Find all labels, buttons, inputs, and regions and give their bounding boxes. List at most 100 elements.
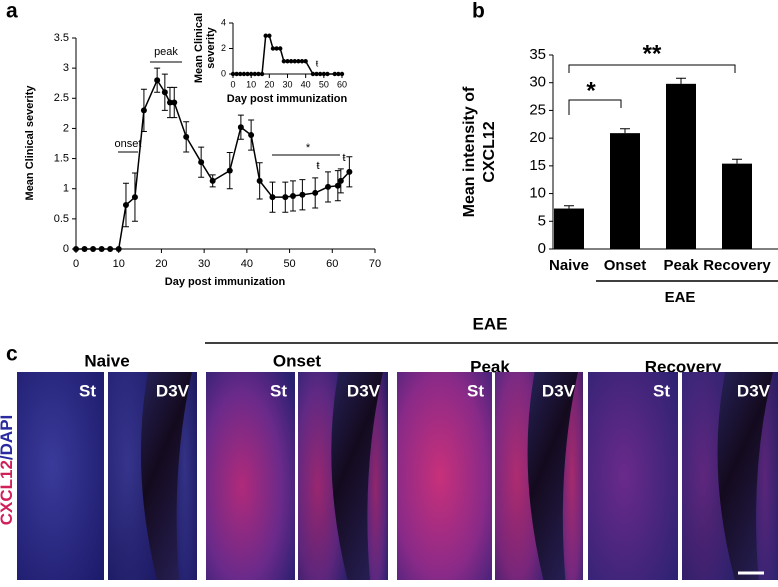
error-bar	[732, 158, 742, 164]
marker	[209, 177, 216, 184]
bar	[554, 208, 584, 249]
marker	[90, 246, 97, 252]
tissue	[562, 372, 583, 580]
bar	[610, 133, 640, 249]
annotation: *	[306, 142, 311, 154]
image-tiles: Naive St D3V Onset St D3V Peak St D3V Recovery St D…	[17, 351, 778, 580]
y-tick-label: 4	[221, 17, 226, 27]
significance-bracket	[568, 64, 736, 115]
group-name: Recovery	[645, 357, 722, 376]
x-tick-label: 60	[326, 258, 338, 270]
x-tick-label: 0	[230, 79, 235, 89]
y-tick-label: 5	[538, 212, 546, 229]
bar	[722, 163, 752, 249]
inset-y-label: Mean Clinicalseverity	[193, 13, 217, 83]
x-tick-label: Peak	[663, 257, 699, 274]
marker	[270, 46, 276, 51]
x-tick-label: 20	[155, 258, 167, 270]
marker	[282, 194, 289, 201]
marker	[292, 59, 297, 64]
y-tick-label: 35	[529, 46, 546, 63]
marker	[274, 46, 279, 51]
tile-label: D3V	[737, 381, 771, 400]
y-axis-label-line: CXCL12	[481, 121, 498, 182]
marker	[312, 189, 319, 196]
group-label: EAE	[665, 289, 696, 306]
marker	[115, 246, 122, 252]
y-axis-label: Mean intensity of CXCL12	[461, 86, 498, 217]
tissue	[298, 372, 348, 580]
x-tick-label: 30	[198, 258, 210, 270]
marker	[346, 168, 353, 175]
panel-label: a	[6, 0, 18, 23]
marker	[245, 71, 250, 77]
marker	[337, 177, 344, 184]
tile-label: St	[467, 381, 484, 400]
y-tick-label: 1.5	[54, 152, 69, 164]
marker	[171, 99, 178, 106]
tissue	[108, 372, 157, 580]
error-bar	[676, 77, 686, 84]
x-tick-label: 20	[264, 79, 274, 89]
tissue	[495, 372, 544, 580]
micrograph	[588, 372, 678, 580]
x-tick-label: 40	[301, 79, 311, 89]
inset-y-label-line: severity	[205, 26, 217, 68]
marker	[321, 71, 327, 77]
tile-label: D3V	[347, 381, 381, 400]
marker	[166, 99, 173, 106]
marker	[131, 194, 138, 201]
marker	[234, 71, 239, 77]
marker	[303, 59, 308, 64]
y-tick-label: 30	[529, 74, 546, 91]
panel-label: b	[472, 0, 485, 23]
inset-y-label-line: Mean Clinical	[193, 13, 205, 83]
tile-label: D3V	[542, 381, 576, 400]
marker	[325, 183, 332, 190]
x-tick-label: Onset	[604, 257, 647, 274]
x-tick-label: Naive	[549, 257, 589, 274]
tile-label: St	[79, 381, 96, 400]
y-tick-label: 3.5	[54, 32, 69, 44]
tile-label: D3V	[156, 381, 190, 400]
marker	[241, 71, 247, 77]
marker	[310, 71, 316, 77]
marker	[318, 71, 323, 77]
y-tick-label: 25	[529, 101, 546, 118]
micrograph	[397, 372, 492, 580]
tissue	[367, 372, 388, 580]
y-tick-label: 3	[63, 62, 69, 74]
y-tick-label: 2.5	[54, 92, 69, 104]
annotation: onset	[115, 138, 142, 150]
micrograph	[206, 372, 295, 580]
marker	[256, 177, 263, 184]
stain-blue: /DAPI	[0, 415, 16, 460]
tissue	[682, 372, 735, 580]
x-tick-label: 60	[337, 79, 347, 89]
y-tick-label: 0	[63, 243, 69, 255]
y-tick-label: 2	[63, 122, 69, 134]
x-tick-label: 10	[246, 79, 256, 89]
marker	[325, 71, 330, 77]
x-tick-label: Recovery	[703, 257, 771, 274]
annotation: ŧ	[342, 152, 345, 164]
y-tick-label: 0	[538, 240, 546, 257]
annotation: *	[586, 77, 596, 104]
marker	[226, 167, 233, 174]
marker	[334, 182, 341, 189]
marker	[299, 191, 306, 198]
marker	[288, 59, 294, 64]
stain-red: CXCL12	[0, 460, 16, 525]
marker	[198, 159, 205, 166]
y-tick-label: 15	[529, 157, 546, 174]
marker	[237, 124, 244, 131]
marker	[314, 71, 319, 77]
marker	[263, 33, 268, 38]
x-axis-label: Day post immunization	[165, 276, 286, 288]
x-tick-label: 40	[241, 258, 253, 270]
marker	[183, 133, 190, 140]
marker	[285, 59, 290, 64]
marker	[161, 89, 168, 96]
group-label: EAE	[473, 314, 508, 333]
